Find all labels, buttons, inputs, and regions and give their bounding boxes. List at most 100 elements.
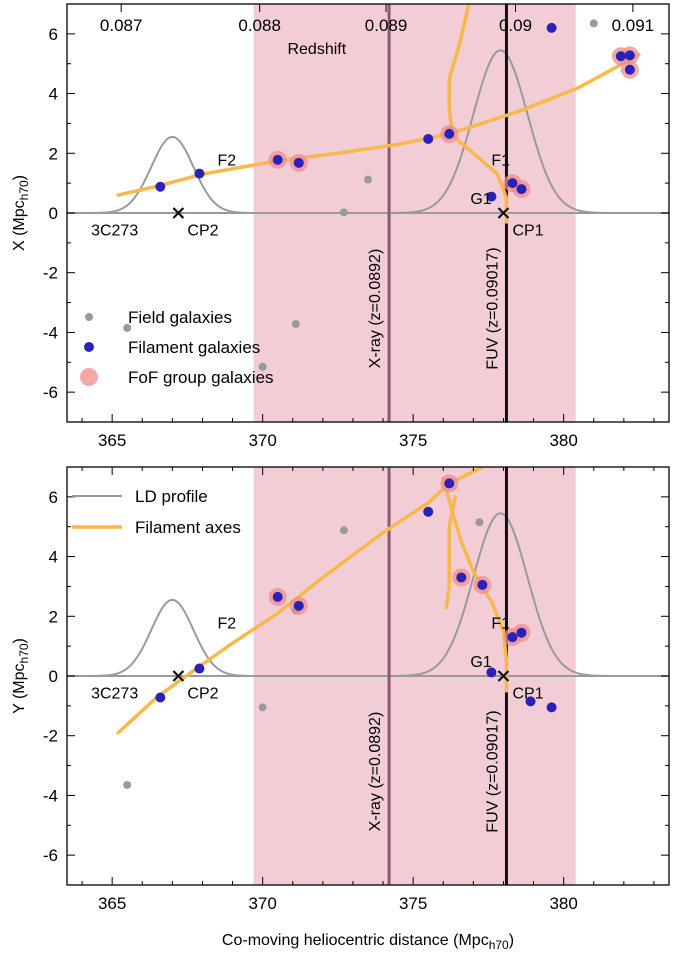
panel-top: 3C273 CP2 F2 F1 G1 CP1 X-ray (z=0.0892) FUV (z=… [11, 3, 670, 450]
filament-galaxy-point [194, 168, 205, 179]
annotation-cp2: CP2 [187, 685, 218, 702]
annotation-3c273: 3C273 [91, 222, 138, 239]
annotation-cp1: CP1 [512, 685, 543, 702]
filament-galaxy-point [486, 667, 497, 678]
y-tick-label: 4 [49, 548, 58, 567]
marker-cp2 [172, 670, 185, 682]
y-tick-label: -6 [43, 383, 58, 402]
filament-galaxy-point [624, 50, 635, 61]
filament-galaxy-point [423, 133, 434, 144]
y-axis-label-sub: h70 [17, 180, 31, 200]
y-tick-label: -4 [43, 786, 58, 805]
redshift-tick-label: 0.09 [499, 16, 532, 35]
filament-galaxy-point [507, 178, 518, 189]
annotation-g1: G1 [470, 191, 491, 208]
legend-swatch-fof [80, 368, 98, 386]
ld-profile-2 [67, 512, 669, 677]
legend-label-axis: Filament axes [135, 518, 241, 537]
x-tick-label: 370 [248, 894, 276, 913]
filament-galaxy-point [423, 506, 434, 517]
x-axis-label-sub: h70 [489, 938, 509, 952]
legend-swatch-filament [84, 342, 94, 352]
y-axis-label-main: Y (Mpc [11, 663, 28, 713]
field-galaxy-point [258, 362, 267, 371]
annotation-f1: F1 [491, 615, 510, 632]
filament-galaxy-point [272, 154, 283, 165]
ld-profile-2 [67, 49, 669, 214]
filament-axis-1 [116, 53, 641, 197]
filament-galaxy-point [477, 579, 488, 590]
legend-label-field: Field galaxies [128, 308, 232, 327]
plot-area [67, 4, 669, 422]
field-galaxy-point [475, 518, 484, 527]
filament-galaxy-point [293, 600, 304, 611]
y-axis-label-tail: ) [11, 638, 28, 643]
field-galaxy-point [339, 208, 348, 217]
legend-label-filament: Filament galaxies [128, 338, 260, 357]
annotation-cp2: CP2 [187, 222, 218, 239]
legend-label-fof: FoF group galaxies [128, 368, 274, 387]
y-tick-label: 6 [49, 488, 58, 507]
y-axis-label: Y (Mpch70) [11, 638, 31, 714]
y-axis-label-sub: h70 [17, 643, 31, 663]
x-tick-label: 365 [98, 431, 126, 450]
x-axis-label-main: Co-moving heliocentric distance (Mpc [222, 932, 489, 949]
x-tick-label: 375 [399, 431, 427, 450]
plot-area [67, 467, 669, 885]
filament-galaxy-point [516, 184, 527, 195]
x-tick-label: 380 [549, 431, 577, 450]
annotation-f2: F2 [218, 615, 237, 632]
x-axis-label-tail: ) [509, 932, 514, 949]
legend: Field galaxies Filament galaxies FoF group… [80, 308, 274, 387]
filament-axis-1 [116, 467, 485, 735]
fuv-line-label: FUV (z=0.09017) [484, 710, 501, 832]
filament-galaxy-point [615, 51, 626, 62]
y-tick-label: -4 [43, 323, 58, 342]
y-axis-label: X (Mpch70) [11, 175, 31, 251]
filament-galaxy-point [516, 627, 527, 638]
redshift-tick-label: 0.091 [612, 16, 655, 35]
x-tick-label: 375 [399, 894, 427, 913]
annotation-g1: G1 [470, 654, 491, 671]
filament-galaxy-point [486, 191, 497, 202]
filament-galaxy-point [155, 692, 166, 703]
redshift-tick-label: 0.089 [365, 16, 408, 35]
filament-galaxy-point [444, 128, 455, 139]
filament-galaxy-point [155, 181, 166, 192]
filament-galaxy-point [507, 632, 518, 643]
marker-cp1 [497, 207, 510, 219]
filament-galaxy-point [546, 22, 557, 33]
y-tick-label: 6 [49, 25, 58, 44]
redshift-axis-label: Redshift [287, 41, 346, 58]
filament-axis-3 [444, 495, 458, 610]
x-tick-label: 370 [248, 431, 276, 450]
x-axis-label: Co-moving heliocentric distance (Mpch70) [222, 932, 514, 952]
field-galaxy-point [364, 175, 372, 184]
annotation-f1: F1 [491, 152, 510, 169]
legend-swatch-field [85, 313, 93, 321]
annotation-f2: F2 [218, 152, 237, 169]
redshift-tick-label: 0.088 [238, 16, 281, 35]
filament-galaxy-point [272, 591, 283, 602]
y-tick-label: -2 [43, 264, 58, 283]
y-tick-label: 0 [49, 667, 58, 686]
annotation-3c273: 3C273 [91, 685, 138, 702]
y-tick-label: -2 [43, 727, 58, 746]
y-axis-label-main: X (Mpc [11, 200, 28, 251]
fuv-line-label: FUV (z=0.09017) [484, 247, 501, 369]
field-galaxy-point [589, 19, 598, 28]
y-tick-label: 0 [49, 204, 58, 223]
filament-galaxy-point [456, 572, 467, 583]
filament-galaxy-point [293, 157, 304, 168]
y-tick-label: 2 [49, 144, 58, 163]
x-tick-label: 365 [98, 894, 126, 913]
field-galaxy-point [339, 526, 348, 535]
xray-line-label: X-ray (z=0.0892) [367, 712, 384, 832]
filament-galaxy-point [546, 702, 557, 713]
marker-cp2 [172, 207, 185, 219]
field-galaxy-point [291, 320, 300, 329]
y-tick-label: 4 [49, 85, 58, 104]
panel-bottom: 3C273 CP2 F2 F1 G1 CP1 X-ray (z=0.0892) FUV (z=… [11, 466, 670, 952]
legend-label-ld: LD profile [135, 487, 208, 506]
